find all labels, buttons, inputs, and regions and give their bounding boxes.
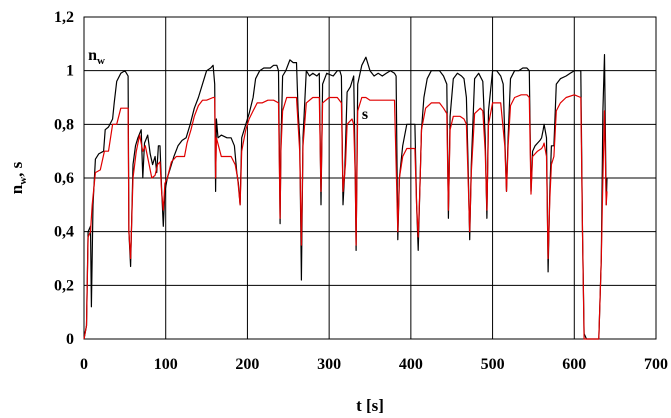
y-tick-labels: 0 0,2 0,4 0,6 0,8 1 1,2: [54, 9, 74, 348]
y-tick-label: 0,6: [54, 170, 74, 187]
y-tick-label: 0,4: [54, 224, 74, 241]
annotation-nw: nw: [88, 47, 105, 67]
x-tick-label: 200: [235, 356, 259, 373]
annotation-s: s: [362, 106, 368, 123]
y-tick-label: 0,2: [54, 277, 74, 294]
y-tick-label: 1,2: [54, 9, 74, 26]
series-line-s: [83, 94, 608, 340]
y-axis-label-tail: , s: [7, 161, 26, 177]
x-tick-label: 700: [644, 356, 668, 373]
x-tick-label: 0: [80, 356, 88, 373]
x-tick-label: 400: [399, 356, 423, 373]
y-tick-label: 0: [66, 331, 74, 348]
series-line-nw: [83, 54, 608, 340]
grid-lines: [83, 16, 657, 340]
series-annotations: nw s: [88, 47, 368, 123]
x-tick-label: 600: [562, 356, 586, 373]
data-series: [83, 54, 608, 340]
x-tick-labels: 0 100 200 300 400 500 600 700: [80, 356, 668, 373]
x-tick-label: 300: [317, 356, 341, 373]
y-tick-label: 0,8: [54, 116, 74, 133]
y-axis-label: nw, s: [7, 161, 29, 194]
x-tick-label: 500: [481, 356, 505, 373]
y-tick-label: 1: [66, 63, 74, 80]
y-axis-label-main: n: [7, 184, 26, 194]
y-axis-label-sub: w: [17, 177, 29, 185]
x-axis-label: t [s]: [356, 396, 384, 415]
x-tick-label: 100: [154, 356, 178, 373]
